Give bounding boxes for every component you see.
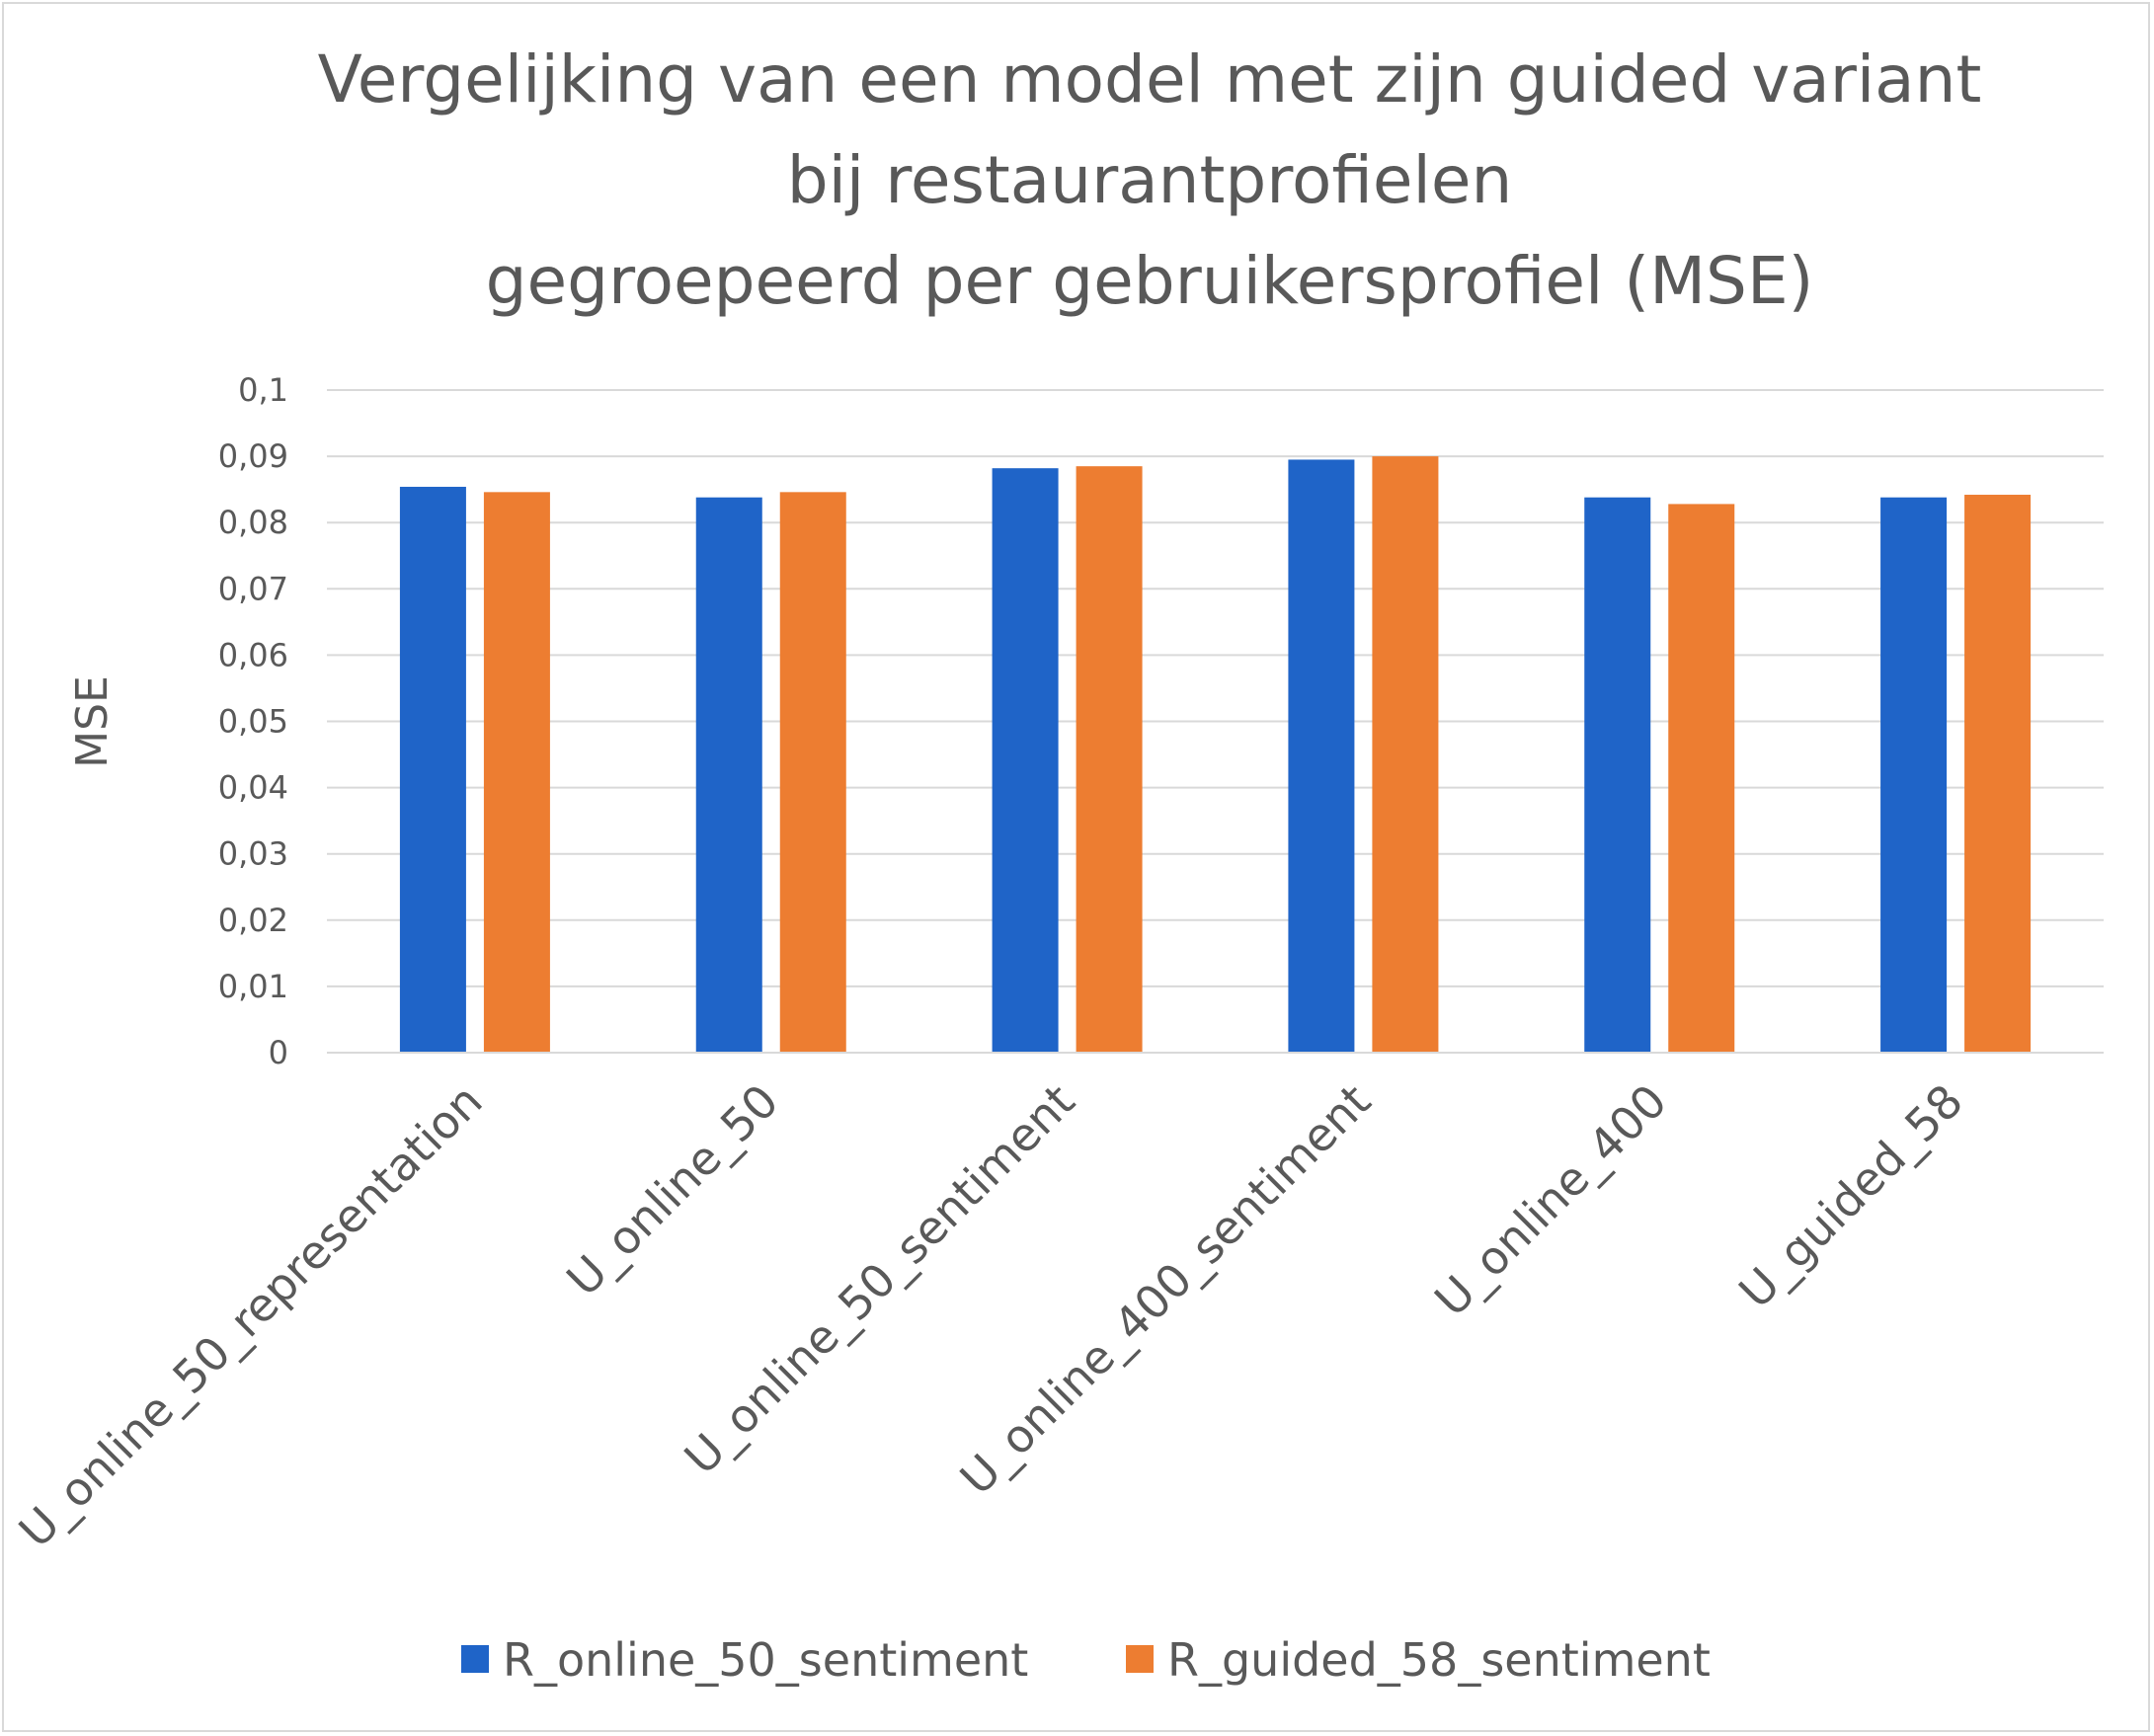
- bars: [327, 456, 2104, 1054]
- legend-swatch-r-guided-58-sentiment: [1126, 1645, 1154, 1673]
- y-tick-label: 0,04: [218, 769, 288, 807]
- bar-r-guided-58-sentiment-u-guided-58: [1964, 495, 2032, 1053]
- legend-swatch-r-online-50-sentiment: [461, 1645, 489, 1673]
- y-tick-label: 0,05: [218, 703, 288, 741]
- chart-title: Vergelijking van een model met zijn guid…: [318, 41, 1982, 319]
- bar-r-online-50-sentiment-u-online-400-sentiment: [1288, 459, 1355, 1054]
- y-tick-label: 0,06: [218, 636, 288, 673]
- x-tick-label-u-online-400: U_online_400: [1424, 1074, 1677, 1327]
- legend-label-r-online-50-sentiment: R_online_50_sentiment: [503, 1633, 1028, 1687]
- bar-r-online-50-sentiment-u-guided-58: [1880, 497, 1948, 1053]
- y-tick-label: 0,02: [218, 902, 288, 939]
- chart-title-line-1: Vergelijking van een model met zijn guid…: [318, 41, 1982, 118]
- bar-r-guided-58-sentiment-u-online-400: [1668, 504, 1735, 1053]
- legend-label-r-guided-58-sentiment: R_guided_58_sentiment: [1167, 1633, 1711, 1687]
- bar-r-online-50-sentiment-u-online-50: [695, 497, 762, 1053]
- chart-title-line-2: bij restaurantprofielen: [787, 142, 1513, 218]
- y-tick-label: 0,03: [218, 835, 288, 873]
- y-tick-label: 0,08: [218, 504, 288, 541]
- y-tick-label: 0: [269, 1034, 288, 1071]
- bar-r-guided-58-sentiment-u-online-50-representation: [483, 492, 550, 1054]
- chart-title-line-3: gegroepeerd per gebruikersprofiel (MSE): [486, 243, 1814, 319]
- y-tick-label: 0,1: [238, 371, 288, 409]
- y-axis-ticks: 0 0,01 0,02 0,03 0,04 0,05 0,06 0,07 0,08 0,09 0,1: [218, 371, 288, 1071]
- bar-r-online-50-sentiment-u-online-50-representation: [399, 486, 466, 1053]
- bar-r-online-50-sentiment-u-online-50-sentiment: [992, 468, 1059, 1054]
- gridlines: [327, 389, 2104, 1054]
- legend: R_online_50_sentiment R_guided_58_sentim…: [461, 1633, 1711, 1687]
- y-tick-label: 0,09: [218, 437, 288, 475]
- bar-r-online-50-sentiment-u-online-400: [1584, 497, 1651, 1053]
- x-axis-labels: U_online_50_representation U_online_50 U_o…: [9, 1074, 1973, 1558]
- y-axis-title: MSE: [67, 675, 118, 768]
- x-tick-label-u-online-50-representation: U_online_50_representation: [9, 1074, 493, 1558]
- y-tick-label: 0,07: [218, 570, 288, 607]
- bar-r-guided-58-sentiment-u-online-50: [779, 492, 846, 1054]
- bar-r-guided-58-sentiment-u-online-50-sentiment: [1076, 466, 1143, 1053]
- x-tick-label-u-guided-58: U_guided_58: [1728, 1074, 1973, 1319]
- x-tick-label-u-online-50: U_online_50: [556, 1074, 788, 1306]
- bar-r-guided-58-sentiment-u-online-400-sentiment: [1372, 456, 1439, 1054]
- y-tick-label: 0,01: [218, 968, 288, 1005]
